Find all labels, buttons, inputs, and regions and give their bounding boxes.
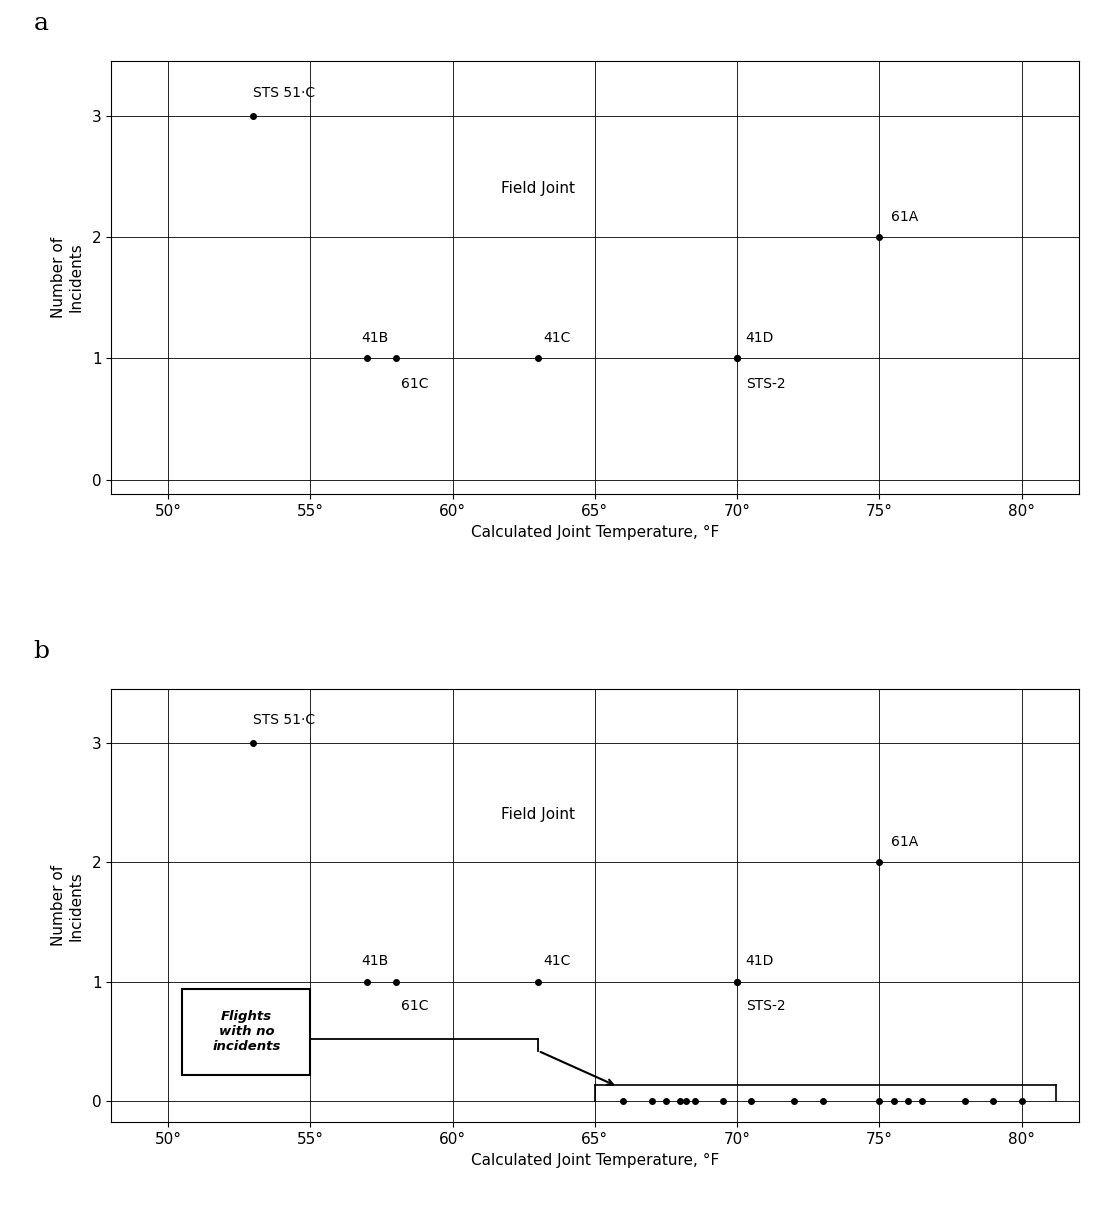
Text: 41D: 41D <box>746 331 774 345</box>
Text: STS 51·C: STS 51·C <box>254 714 316 727</box>
Text: 41C: 41C <box>544 954 572 969</box>
Y-axis label: Number of
Incidents: Number of Incidents <box>51 865 83 947</box>
Text: 41D: 41D <box>746 954 774 969</box>
Text: 61C: 61C <box>401 377 429 390</box>
Text: Field Joint: Field Joint <box>502 806 575 822</box>
Text: a: a <box>33 12 49 35</box>
Text: Flights
with no
incidents: Flights with no incidents <box>212 1010 280 1053</box>
Text: STS 51·C: STS 51·C <box>254 85 316 100</box>
Text: 61C: 61C <box>401 999 429 1014</box>
Text: Field Joint: Field Joint <box>502 181 575 196</box>
Text: 61A: 61A <box>891 836 919 849</box>
Text: STS-2: STS-2 <box>746 999 785 1014</box>
Text: 41C: 41C <box>544 331 572 345</box>
Text: 41B: 41B <box>361 954 389 969</box>
Bar <box>182 988 310 1075</box>
X-axis label: Calculated Joint Temperature, °F: Calculated Joint Temperature, °F <box>470 525 719 539</box>
Y-axis label: Number of
Incidents: Number of Incidents <box>51 237 83 318</box>
X-axis label: Calculated Joint Temperature, °F: Calculated Joint Temperature, °F <box>470 1153 719 1168</box>
Text: 41B: 41B <box>361 331 389 345</box>
Text: STS-2: STS-2 <box>746 377 785 390</box>
Text: b: b <box>33 640 50 664</box>
Text: 61A: 61A <box>891 210 919 223</box>
